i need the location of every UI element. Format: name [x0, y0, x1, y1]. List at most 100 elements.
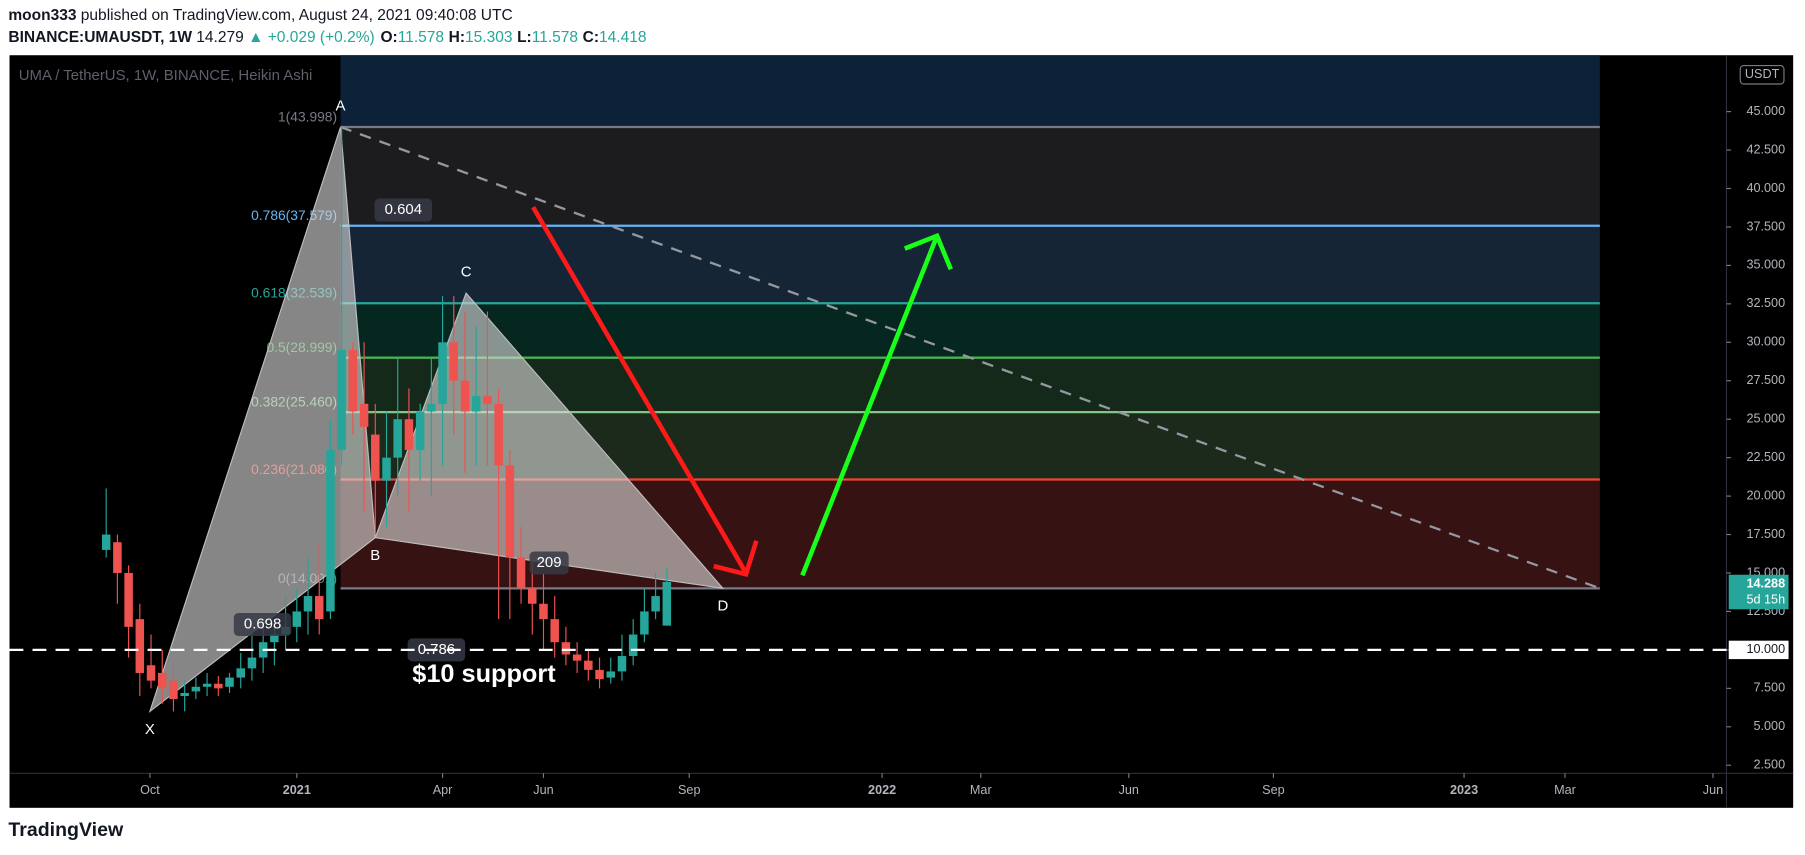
pattern-point-label: X	[145, 721, 155, 738]
published: published on TradingView.com, August 24,…	[81, 7, 513, 24]
candle-body	[180, 692, 189, 697]
ratio-label: 0.604	[385, 201, 422, 218]
candle-body	[483, 396, 492, 404]
ratio-bg	[233, 613, 292, 637]
candle-body	[606, 671, 616, 678]
candle-body	[449, 342, 459, 381]
fib-band	[340, 127, 1600, 226]
x-tick-label: Jun	[533, 783, 553, 797]
ohlc-label: H:	[449, 29, 465, 46]
y-tick-label: 32.500	[1746, 296, 1785, 310]
fib-band	[340, 225, 1600, 304]
candle-body	[494, 403, 503, 466]
red-arrow	[531, 205, 759, 577]
candle-body	[572, 654, 582, 661]
ohlc-value: 15.303	[465, 29, 512, 46]
y-tick-label: 42.500	[1746, 142, 1785, 156]
candle-body	[595, 669, 604, 680]
candle-body	[303, 596, 313, 612]
change: ▲ +0.029 (+0.2%)	[248, 29, 375, 46]
ratio-bg	[529, 551, 569, 575]
x-tick-label: Sep	[678, 783, 701, 797]
symbol-line: BINANCE:UMAUSDT, 1W 14.279 ▲ +0.029 (+0.…	[8, 29, 646, 46]
y-tick-label: 25.000	[1746, 412, 1785, 426]
chart-title: UMA / TetherUS, 1W, BINANCE, Heikin Ashi	[19, 67, 313, 84]
price-tag-label: 14.288	[1746, 576, 1785, 590]
trend-line	[340, 125, 1601, 590]
candle-body	[438, 342, 447, 404]
x-tick-label: Jun	[1703, 783, 1723, 797]
candle-body	[270, 634, 279, 643]
y-tick-label: 27.500	[1746, 373, 1785, 387]
x-tick-label: 2022	[868, 783, 896, 797]
candle-body	[169, 680, 178, 700]
ohlc-value: 11.578	[398, 29, 444, 46]
candle-body	[427, 403, 436, 412]
x-tick-label: Mar	[970, 783, 992, 797]
candle-body	[640, 611, 649, 635]
ratio-bg	[374, 198, 433, 222]
ratio-label: 0.698	[244, 615, 281, 632]
countdown: 5d 15h	[1746, 592, 1785, 606]
candle-body	[662, 581, 672, 626]
candle-body	[337, 349, 346, 450]
candle-body	[516, 557, 526, 589]
candle-body	[382, 457, 391, 481]
candle-body	[326, 449, 335, 612]
x-tick-label: Sep	[1262, 783, 1285, 797]
y-unit: USDT	[1745, 67, 1780, 81]
candle-body	[460, 380, 470, 412]
candle-body	[404, 419, 414, 450]
pattern-point-label: C	[461, 263, 472, 280]
x-tick-label: Apr	[433, 783, 453, 797]
pattern-point-label: A	[336, 97, 346, 114]
candle-body	[617, 656, 627, 672]
x-tick-label: Oct	[140, 783, 160, 797]
logo: TradingView	[8, 819, 124, 841]
candle-body	[584, 660, 593, 670]
candle-body	[528, 588, 537, 604]
author: moon333	[8, 7, 76, 24]
y-tick-label: 2.500	[1753, 758, 1785, 772]
candle-body	[101, 534, 111, 550]
support-note: $10 support	[412, 660, 556, 688]
candle-body	[146, 665, 156, 681]
ohlc-label: L:	[517, 29, 532, 46]
candle-body	[191, 686, 201, 692]
ohlc-value: 11.578	[532, 29, 578, 46]
fib-band	[340, 303, 1600, 358]
candle-body	[113, 542, 122, 573]
symbol: BINANCE:UMAUSDT, 1W	[8, 29, 192, 46]
candle-body	[157, 672, 167, 689]
candle-body	[371, 434, 380, 481]
candle-body	[359, 403, 369, 427]
y-tick-label: 20.000	[1746, 488, 1785, 502]
ohlc-label: C:	[583, 29, 599, 46]
candle-body	[415, 411, 425, 450]
publish-line: moon333 published on TradingView.com, Au…	[8, 7, 512, 24]
candle-body	[539, 603, 548, 620]
y-tick-label: 35.000	[1746, 258, 1785, 272]
pattern-point-label: D	[717, 598, 728, 615]
y-tick-label: 30.000	[1746, 335, 1785, 349]
support-tag	[1728, 640, 1789, 660]
y-tick-label: 40.000	[1746, 181, 1785, 195]
x-tick-label: 2023	[1450, 783, 1478, 797]
candle-body	[348, 349, 358, 412]
fib-top-band	[340, 55, 1600, 128]
unit-box	[1739, 65, 1785, 85]
x-tick-label: 2021	[283, 783, 311, 797]
y-tick-label: 37.500	[1746, 219, 1785, 233]
ohlc-value: 14.418	[599, 29, 646, 46]
last: 14.279	[196, 29, 243, 46]
candle-body	[471, 396, 481, 412]
price-tag	[1728, 574, 1789, 610]
y-tick-label: 7.500	[1753, 681, 1785, 695]
candle-body	[314, 596, 324, 620]
candle-body	[202, 683, 212, 687]
x-tick-label: Mar	[1554, 783, 1576, 797]
plot: 1(43.998)0.786(37.579)0.618(32.539)0.5(2…	[9, 55, 1789, 797]
y-tick-label: 5.000	[1753, 719, 1785, 733]
